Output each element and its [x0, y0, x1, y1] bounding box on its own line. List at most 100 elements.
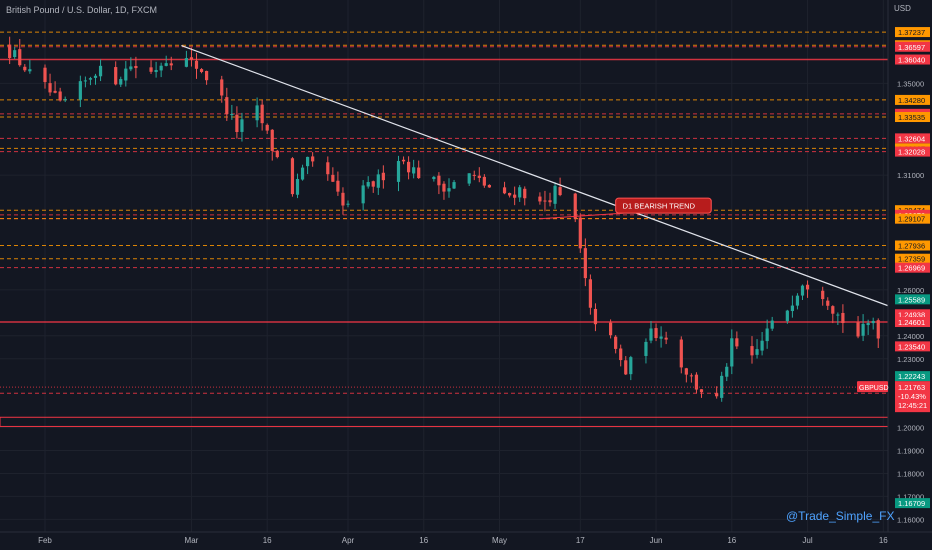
candle-body	[573, 193, 577, 219]
candle-body	[225, 97, 229, 115]
candle-body	[396, 160, 401, 182]
price-level-label: 1.27936	[898, 241, 925, 250]
time-tick-label: 16	[419, 536, 428, 545]
symbol-label: GBPUSD	[859, 385, 889, 392]
time-tick-label: Jun	[650, 536, 663, 545]
candle-body	[341, 192, 345, 206]
candle-body	[558, 187, 562, 196]
candle-body	[644, 341, 648, 356]
candle-body	[513, 194, 517, 198]
candle-body	[523, 188, 527, 199]
candle-body	[124, 68, 128, 81]
candle-body	[401, 159, 406, 162]
price-tick-label: 1.16000	[897, 515, 924, 524]
price-level-label: 1.27359	[898, 255, 925, 264]
time-tick-label: 16	[727, 536, 736, 545]
price-level-label: 1.36040	[898, 56, 925, 65]
candle-body	[255, 105, 259, 121]
candle-body	[679, 339, 683, 368]
price-level-badge	[895, 146, 930, 157]
candle-body	[346, 203, 350, 205]
bar-countdown-label: 12:45:21	[898, 401, 927, 410]
candle-body	[83, 80, 87, 82]
candle-body	[235, 114, 239, 133]
candle-body	[407, 161, 411, 173]
candle-body	[295, 178, 300, 195]
price-level-badge	[895, 341, 930, 352]
candle-body	[629, 357, 633, 375]
price-level-badge	[895, 498, 930, 509]
candle-body	[311, 156, 315, 162]
candle-body	[78, 81, 82, 100]
candle-body	[149, 67, 153, 72]
candle-body	[194, 60, 199, 69]
candle-body	[437, 175, 441, 186]
price-tick-label: 1.18000	[897, 469, 924, 478]
candle-body	[664, 337, 668, 340]
candle-body	[518, 187, 522, 198]
candle-body	[93, 75, 98, 78]
price-level-label: 1.26969	[898, 264, 925, 273]
time-axis[interactable]: FebMar16Apr16May17Jun16Jul16Aug16Sep16	[0, 531, 932, 550]
price-level-label: 1.22243	[898, 372, 925, 381]
candle-body	[583, 248, 587, 279]
price-level-badge	[895, 94, 930, 105]
candle-body	[588, 279, 592, 308]
currency-label: USD	[894, 4, 911, 13]
price-axis[interactable]: 1.35000 1.31000 1.26000 1.24000 1.23000 1.200…	[857, 0, 932, 550]
candle-body	[58, 91, 62, 101]
candle-body	[654, 328, 658, 339]
candle-body	[275, 150, 279, 158]
annotation-pointer	[539, 212, 624, 220]
candle-body	[366, 182, 370, 187]
price-tick-label: 1.17000	[897, 492, 924, 501]
candle-body	[826, 300, 830, 306]
candle-body	[699, 389, 704, 393]
candle-body	[795, 295, 800, 306]
candle-body	[770, 320, 774, 329]
candle-body	[442, 183, 446, 192]
price-level-badge	[895, 54, 930, 65]
price-level-badge	[895, 213, 930, 224]
chart-title: British Pound / U.S. Dollar, 1D, FXCM	[6, 5, 158, 15]
candle-body	[760, 340, 764, 351]
candle-body	[230, 114, 234, 116]
candle-body	[260, 104, 264, 124]
candle-body	[336, 180, 340, 192]
candle-body	[18, 49, 22, 66]
candle-body	[694, 374, 699, 390]
candle-body	[184, 58, 188, 67]
candle-body	[164, 63, 168, 66]
candle-body	[220, 79, 224, 96]
price-tick-label: 1.19000	[897, 447, 924, 456]
time-tick-label: 17	[576, 536, 585, 545]
annotations[interactable]: D1 BEARISH TRENDLOWER HIGH STILL IN TACT	[539, 197, 932, 361]
candle-body	[821, 290, 825, 300]
candle-body	[659, 336, 663, 339]
candle-body	[240, 119, 244, 132]
candle-body	[482, 176, 486, 186]
candle-body	[8, 44, 12, 58]
price-tick-label: 1.26000	[897, 286, 924, 295]
price-level-label: 1.16709	[898, 499, 925, 508]
price-tick-label: 1.31000	[897, 171, 924, 180]
current-price-badge	[895, 381, 930, 413]
candle-body	[684, 368, 688, 375]
price-axis-bg	[888, 0, 932, 550]
price-level-badge	[895, 112, 930, 123]
candle-body	[154, 69, 158, 73]
candle-body	[487, 184, 491, 188]
price-level-label: 1.24601	[898, 318, 925, 327]
price-levels	[0, 31, 889, 427]
drawings[interactable]	[0, 44, 932, 462]
candle-body	[578, 217, 582, 249]
price-level-label: 1.34280	[898, 96, 925, 105]
candle-body	[169, 63, 173, 66]
candle-body	[189, 57, 194, 60]
price-level-label: 1.37237	[898, 28, 925, 37]
candle-body	[53, 90, 57, 93]
price-level-badge	[895, 317, 930, 328]
candle-body	[447, 188, 451, 192]
price-level-badge	[895, 309, 930, 320]
